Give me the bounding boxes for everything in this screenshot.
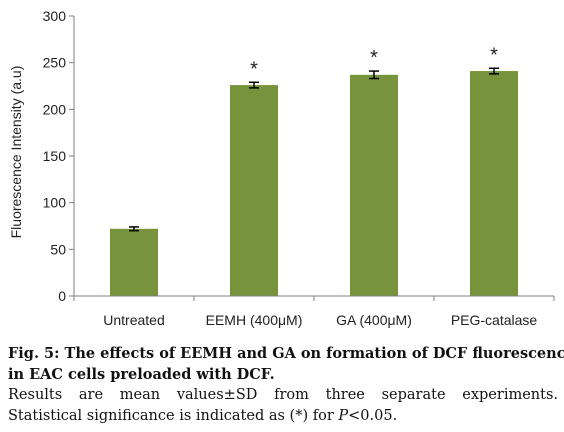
significance-markers: * * * bbox=[250, 44, 498, 80]
bar bbox=[350, 74, 398, 296]
y-tick-label: 150 bbox=[43, 148, 67, 164]
bars bbox=[110, 71, 518, 296]
bar bbox=[110, 228, 158, 296]
caption-title-line1: Fig. 5: The effects of EEMH and GA on fo… bbox=[8, 345, 564, 362]
significance-star: * bbox=[490, 44, 498, 66]
error-bars bbox=[129, 67, 499, 232]
x-category-label: GA (400μM) bbox=[336, 312, 412, 328]
y-tick-label: 250 bbox=[43, 55, 67, 71]
x-category-label: PEG-catalase bbox=[451, 312, 538, 328]
caption-sig-p: P bbox=[338, 408, 349, 424]
y-tick-label: 300 bbox=[43, 8, 67, 24]
caption-title-line2: in EAC cells preloaded with DCF. bbox=[8, 366, 275, 383]
bar-chart: Fluorescence Intensity (a.u) 0 50 100 150 20… bbox=[8, 8, 555, 328]
bar bbox=[470, 71, 518, 296]
y-axis-label: Fluorescence Intensity (a.u) bbox=[8, 66, 24, 239]
caption-results-note: Results are mean values±SD from three se… bbox=[8, 387, 558, 403]
x-axis-ticks bbox=[73, 296, 555, 301]
y-tick-label: 0 bbox=[58, 288, 66, 304]
caption-sig-suffix: <0.05. bbox=[348, 408, 398, 424]
y-axis-ticks: 0 50 100 150 200 250 300 bbox=[43, 8, 74, 304]
caption-sig-prefix: Statistical significance is indicated as… bbox=[8, 408, 339, 424]
x-axis-labels: Untreated EEMH (400μM) GA (400μM) PEG-catal… bbox=[103, 312, 537, 328]
x-category-label: Untreated bbox=[103, 312, 164, 328]
y-tick-label: 100 bbox=[43, 195, 67, 211]
y-tick-label: 200 bbox=[43, 101, 67, 117]
y-tick-label: 50 bbox=[50, 241, 66, 257]
figure-caption: Fig. 5: The effects of EEMH and GA on fo… bbox=[8, 343, 564, 427]
caption-significance-note: Statistical significance is indicated as… bbox=[8, 406, 558, 427]
significance-star: * bbox=[370, 47, 378, 69]
significance-star: * bbox=[250, 58, 258, 80]
bar bbox=[230, 85, 278, 296]
x-category-label: EEMH (400μM) bbox=[206, 312, 303, 328]
